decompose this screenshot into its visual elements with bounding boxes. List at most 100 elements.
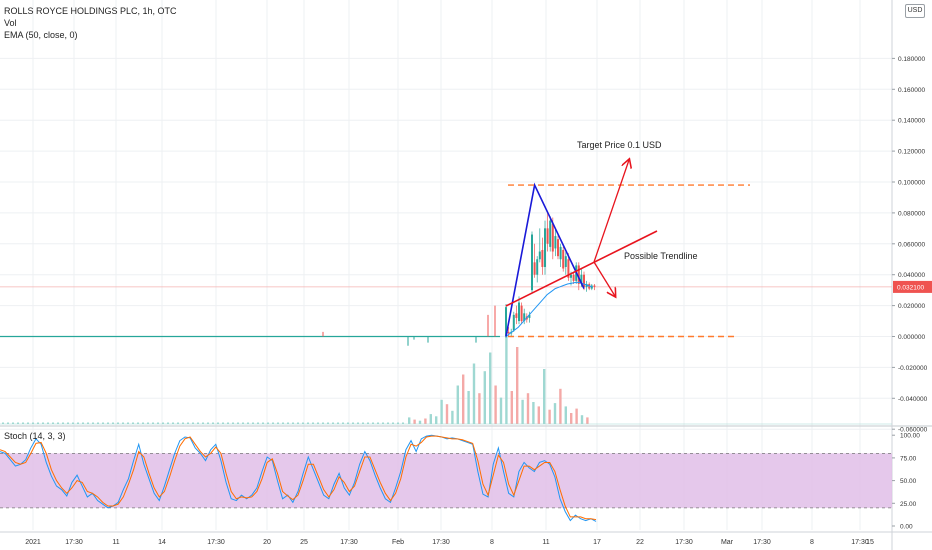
stoch-tick-label: 25.00 xyxy=(900,501,917,508)
candle-body xyxy=(536,259,539,275)
volume-bar xyxy=(192,422,194,424)
volume-bar xyxy=(580,415,584,424)
volume-bar xyxy=(287,422,289,424)
x-tick-label: 22 xyxy=(636,539,644,546)
volume-bar xyxy=(72,422,74,424)
legend: ROLLS ROYCE HOLDINGS PLC, 1h, OTC Vol EM… xyxy=(4,5,177,41)
volume-bar xyxy=(352,422,354,424)
volume-bar xyxy=(472,363,476,424)
volume-bar xyxy=(37,422,39,424)
volume-bar xyxy=(152,422,154,424)
ema-line xyxy=(505,281,593,337)
y-tick-label: 0.100000 xyxy=(898,180,925,187)
candle-body xyxy=(554,236,557,249)
volume-bar xyxy=(247,422,249,424)
volume-bar xyxy=(147,422,149,424)
candle-body xyxy=(546,228,549,244)
volume-bar xyxy=(177,422,179,424)
x-tick-label: 17:30 xyxy=(207,539,225,546)
volume-bar xyxy=(387,422,389,424)
volume-bar xyxy=(317,422,319,424)
volume-bar xyxy=(322,422,324,424)
volume-bar xyxy=(202,422,204,424)
symbol-title[interactable]: ROLLS ROYCE HOLDINGS PLC, 1h, OTC xyxy=(4,6,177,16)
volume-bar xyxy=(559,388,562,424)
candle-body xyxy=(562,249,565,269)
volume-bar xyxy=(382,422,384,424)
y-tick-label: 0.140000 xyxy=(898,118,925,125)
volume-bar xyxy=(462,374,465,424)
stoch-tick-label: 0.00 xyxy=(900,524,913,531)
volume-bar xyxy=(77,422,79,424)
volume-bar xyxy=(207,422,209,424)
candle-body xyxy=(515,313,518,318)
volume-bar xyxy=(302,422,304,424)
candle-body xyxy=(559,246,562,260)
volume-bar xyxy=(570,413,573,424)
volume-bar xyxy=(7,422,9,424)
volume-bar xyxy=(548,409,551,424)
stoch-label[interactable]: Stoch (14, 3, 3) xyxy=(4,431,66,441)
volume-bar xyxy=(132,422,134,424)
volume-bar xyxy=(451,410,454,424)
x-tick-label: 8 xyxy=(810,539,814,546)
volume-bar xyxy=(262,422,264,424)
volume-bar xyxy=(217,422,219,424)
candle-body xyxy=(580,274,583,284)
candle-body xyxy=(549,220,552,247)
candle-body xyxy=(518,302,520,322)
arrow-down xyxy=(593,261,615,296)
volume-bar xyxy=(172,422,174,424)
volume-bar xyxy=(516,347,519,424)
stoch-band xyxy=(0,453,892,508)
volume-bar xyxy=(32,422,34,424)
stoch-tick-label: 100.00 xyxy=(900,433,920,440)
volume-bar xyxy=(424,418,427,424)
volume-bar xyxy=(362,422,364,424)
volume-bar xyxy=(397,422,399,424)
volume-bar xyxy=(222,422,224,424)
volume-bar xyxy=(307,422,309,424)
volume-bar xyxy=(162,422,164,424)
ema-label[interactable]: EMA (50, close, 0) xyxy=(4,30,78,40)
volume-bar xyxy=(97,422,99,424)
volume-bar xyxy=(543,369,546,424)
volume-bar xyxy=(22,422,24,424)
candle-body xyxy=(570,274,572,278)
volume-bar xyxy=(372,422,374,424)
volume-bar xyxy=(494,385,497,424)
volume-bar xyxy=(252,422,254,424)
currency-button[interactable]: USD xyxy=(905,4,925,18)
volume-bar xyxy=(197,422,199,424)
y-tick-label: 0.060000 xyxy=(898,241,925,248)
candle-body xyxy=(583,274,585,288)
volume-bar xyxy=(142,422,144,424)
y-tick-label: 0.000000 xyxy=(898,334,925,341)
volume-label[interactable]: Vol xyxy=(4,18,17,28)
volume-bar xyxy=(327,422,329,424)
volume-bar xyxy=(575,408,578,424)
volume-bar xyxy=(357,422,359,424)
volume-bar xyxy=(297,422,299,424)
candle-body xyxy=(577,265,580,284)
volume-bar xyxy=(408,417,411,424)
volume-bar xyxy=(537,406,540,424)
volume-bar xyxy=(87,422,89,424)
candle-body xyxy=(531,234,533,291)
x-tick-label: 14 xyxy=(158,539,166,546)
volume-bar xyxy=(182,422,184,424)
candle-body xyxy=(567,259,570,278)
volume-bar xyxy=(553,403,557,424)
volume-bar xyxy=(312,422,314,424)
volume-bar xyxy=(62,422,64,424)
target-annotation: Target Price 0.1 USD xyxy=(577,140,662,150)
candle-body xyxy=(520,305,523,322)
volume-bar xyxy=(564,406,567,424)
volume-bar xyxy=(157,422,159,424)
volume-bar xyxy=(292,422,294,424)
y-tick-label: 0.160000 xyxy=(898,87,925,94)
volume-bar xyxy=(377,422,379,424)
x-tick-label: 11 xyxy=(542,539,549,546)
volume-bar xyxy=(332,422,334,424)
